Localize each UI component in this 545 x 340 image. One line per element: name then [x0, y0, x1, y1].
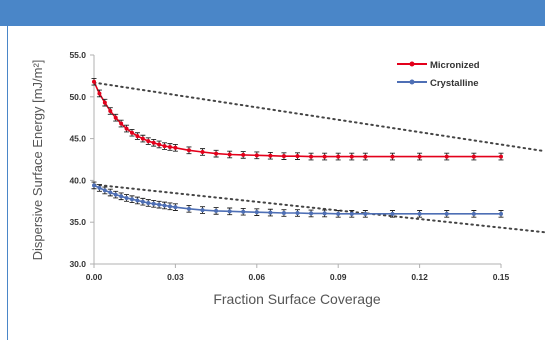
data-point: [186, 206, 191, 211]
data-point: [102, 188, 107, 193]
y-tick-label: 55.0: [69, 50, 86, 60]
data-point: [444, 211, 449, 216]
data-point: [241, 209, 246, 214]
data-point: [214, 208, 219, 213]
data-point: [173, 205, 178, 210]
data-point: [102, 100, 107, 105]
data-point: [295, 154, 300, 159]
data-point: [241, 152, 246, 157]
data-point: [162, 203, 167, 208]
y-tick-label: 50.0: [69, 92, 86, 102]
data-point: [322, 211, 327, 216]
data-point: [113, 115, 118, 120]
legend: Micronized Crystalline: [397, 60, 480, 89]
data-point: [146, 139, 151, 144]
data-point: [336, 211, 341, 216]
data-point: [349, 211, 354, 216]
trend-line-1: [94, 81, 545, 153]
data-point: [162, 144, 167, 149]
data-point: [108, 109, 113, 114]
x-tick-label: 0.09: [330, 272, 347, 282]
data-point: [119, 194, 124, 199]
data-point: [417, 211, 422, 216]
data-point: [336, 154, 341, 159]
header-bar: [0, 0, 545, 26]
x-tick-label: 0.03: [167, 272, 184, 282]
data-point: [471, 211, 476, 216]
data-point: [390, 154, 395, 159]
legend-label-crystalline: Crystalline: [430, 78, 479, 89]
data-point: [268, 210, 273, 215]
data-point: [200, 149, 205, 154]
x-axis-label: Fraction Surface Coverage: [213, 291, 381, 307]
data-point: [167, 144, 172, 149]
y-axis-label: Dispersive Surface Energy [mJ/m²]: [30, 60, 45, 261]
data-point: [471, 154, 476, 159]
trend-line-2: [94, 183, 545, 234]
data-point: [97, 91, 102, 96]
series-line-micronized: [93, 81, 501, 158]
x-tick-label: 0.06: [249, 272, 266, 282]
legend-marker-crystalline: [409, 79, 415, 85]
data-point: [499, 154, 503, 159]
data-point: [151, 201, 156, 206]
data-point: [309, 154, 314, 159]
series-micronized: [91, 77, 504, 161]
data-point: [281, 154, 286, 159]
series-crystalline: [91, 181, 504, 218]
data-point: [254, 153, 259, 158]
x-tick-label: 0.15: [493, 272, 510, 282]
data-point: [268, 153, 273, 158]
data-point: [135, 134, 140, 139]
data-point: [281, 211, 286, 216]
y-tick-label: 35.0: [69, 217, 86, 227]
data-point: [157, 142, 162, 147]
data-point: [200, 208, 205, 213]
data-point: [499, 211, 503, 216]
data-point: [135, 198, 140, 203]
x-tick-label: 0.00: [86, 272, 103, 282]
data-point: [309, 211, 314, 216]
y-tick-label: 40.0: [69, 175, 86, 185]
data-point: [295, 211, 300, 216]
data-point: [124, 195, 129, 200]
data-point: [140, 136, 145, 141]
data-point: [124, 126, 129, 131]
data-point: [363, 154, 368, 159]
x-tick-label: 0.12: [411, 272, 428, 282]
data-point: [322, 154, 327, 159]
y-tick-label: 45.0: [69, 134, 86, 144]
data-point: [92, 183, 96, 188]
data-point: [167, 204, 172, 209]
data-point: [186, 148, 191, 153]
data-point: [157, 202, 162, 207]
data-point: [129, 197, 134, 202]
data-point: [417, 154, 422, 159]
data-point: [227, 152, 232, 157]
data-point: [129, 130, 134, 135]
left-border-rule: [7, 26, 8, 340]
data-point: [214, 151, 219, 156]
y-tick-label: 30.0: [69, 259, 86, 269]
data-point: [390, 211, 395, 216]
data-point: [349, 154, 354, 159]
data-point: [363, 211, 368, 216]
data-point: [173, 145, 178, 150]
legend-marker-micronized: [409, 61, 415, 67]
data-point: [254, 210, 259, 215]
data-point: [146, 200, 151, 205]
data-point: [119, 121, 124, 126]
data-point: [444, 154, 449, 159]
data-point: [97, 185, 102, 190]
data-point: [140, 199, 145, 204]
data-point: [227, 209, 232, 214]
data-point: [113, 192, 118, 197]
data-point: [151, 140, 156, 145]
data-point: [92, 79, 96, 84]
legend-label-micronized: Micronized: [430, 60, 480, 71]
data-point: [108, 190, 113, 195]
